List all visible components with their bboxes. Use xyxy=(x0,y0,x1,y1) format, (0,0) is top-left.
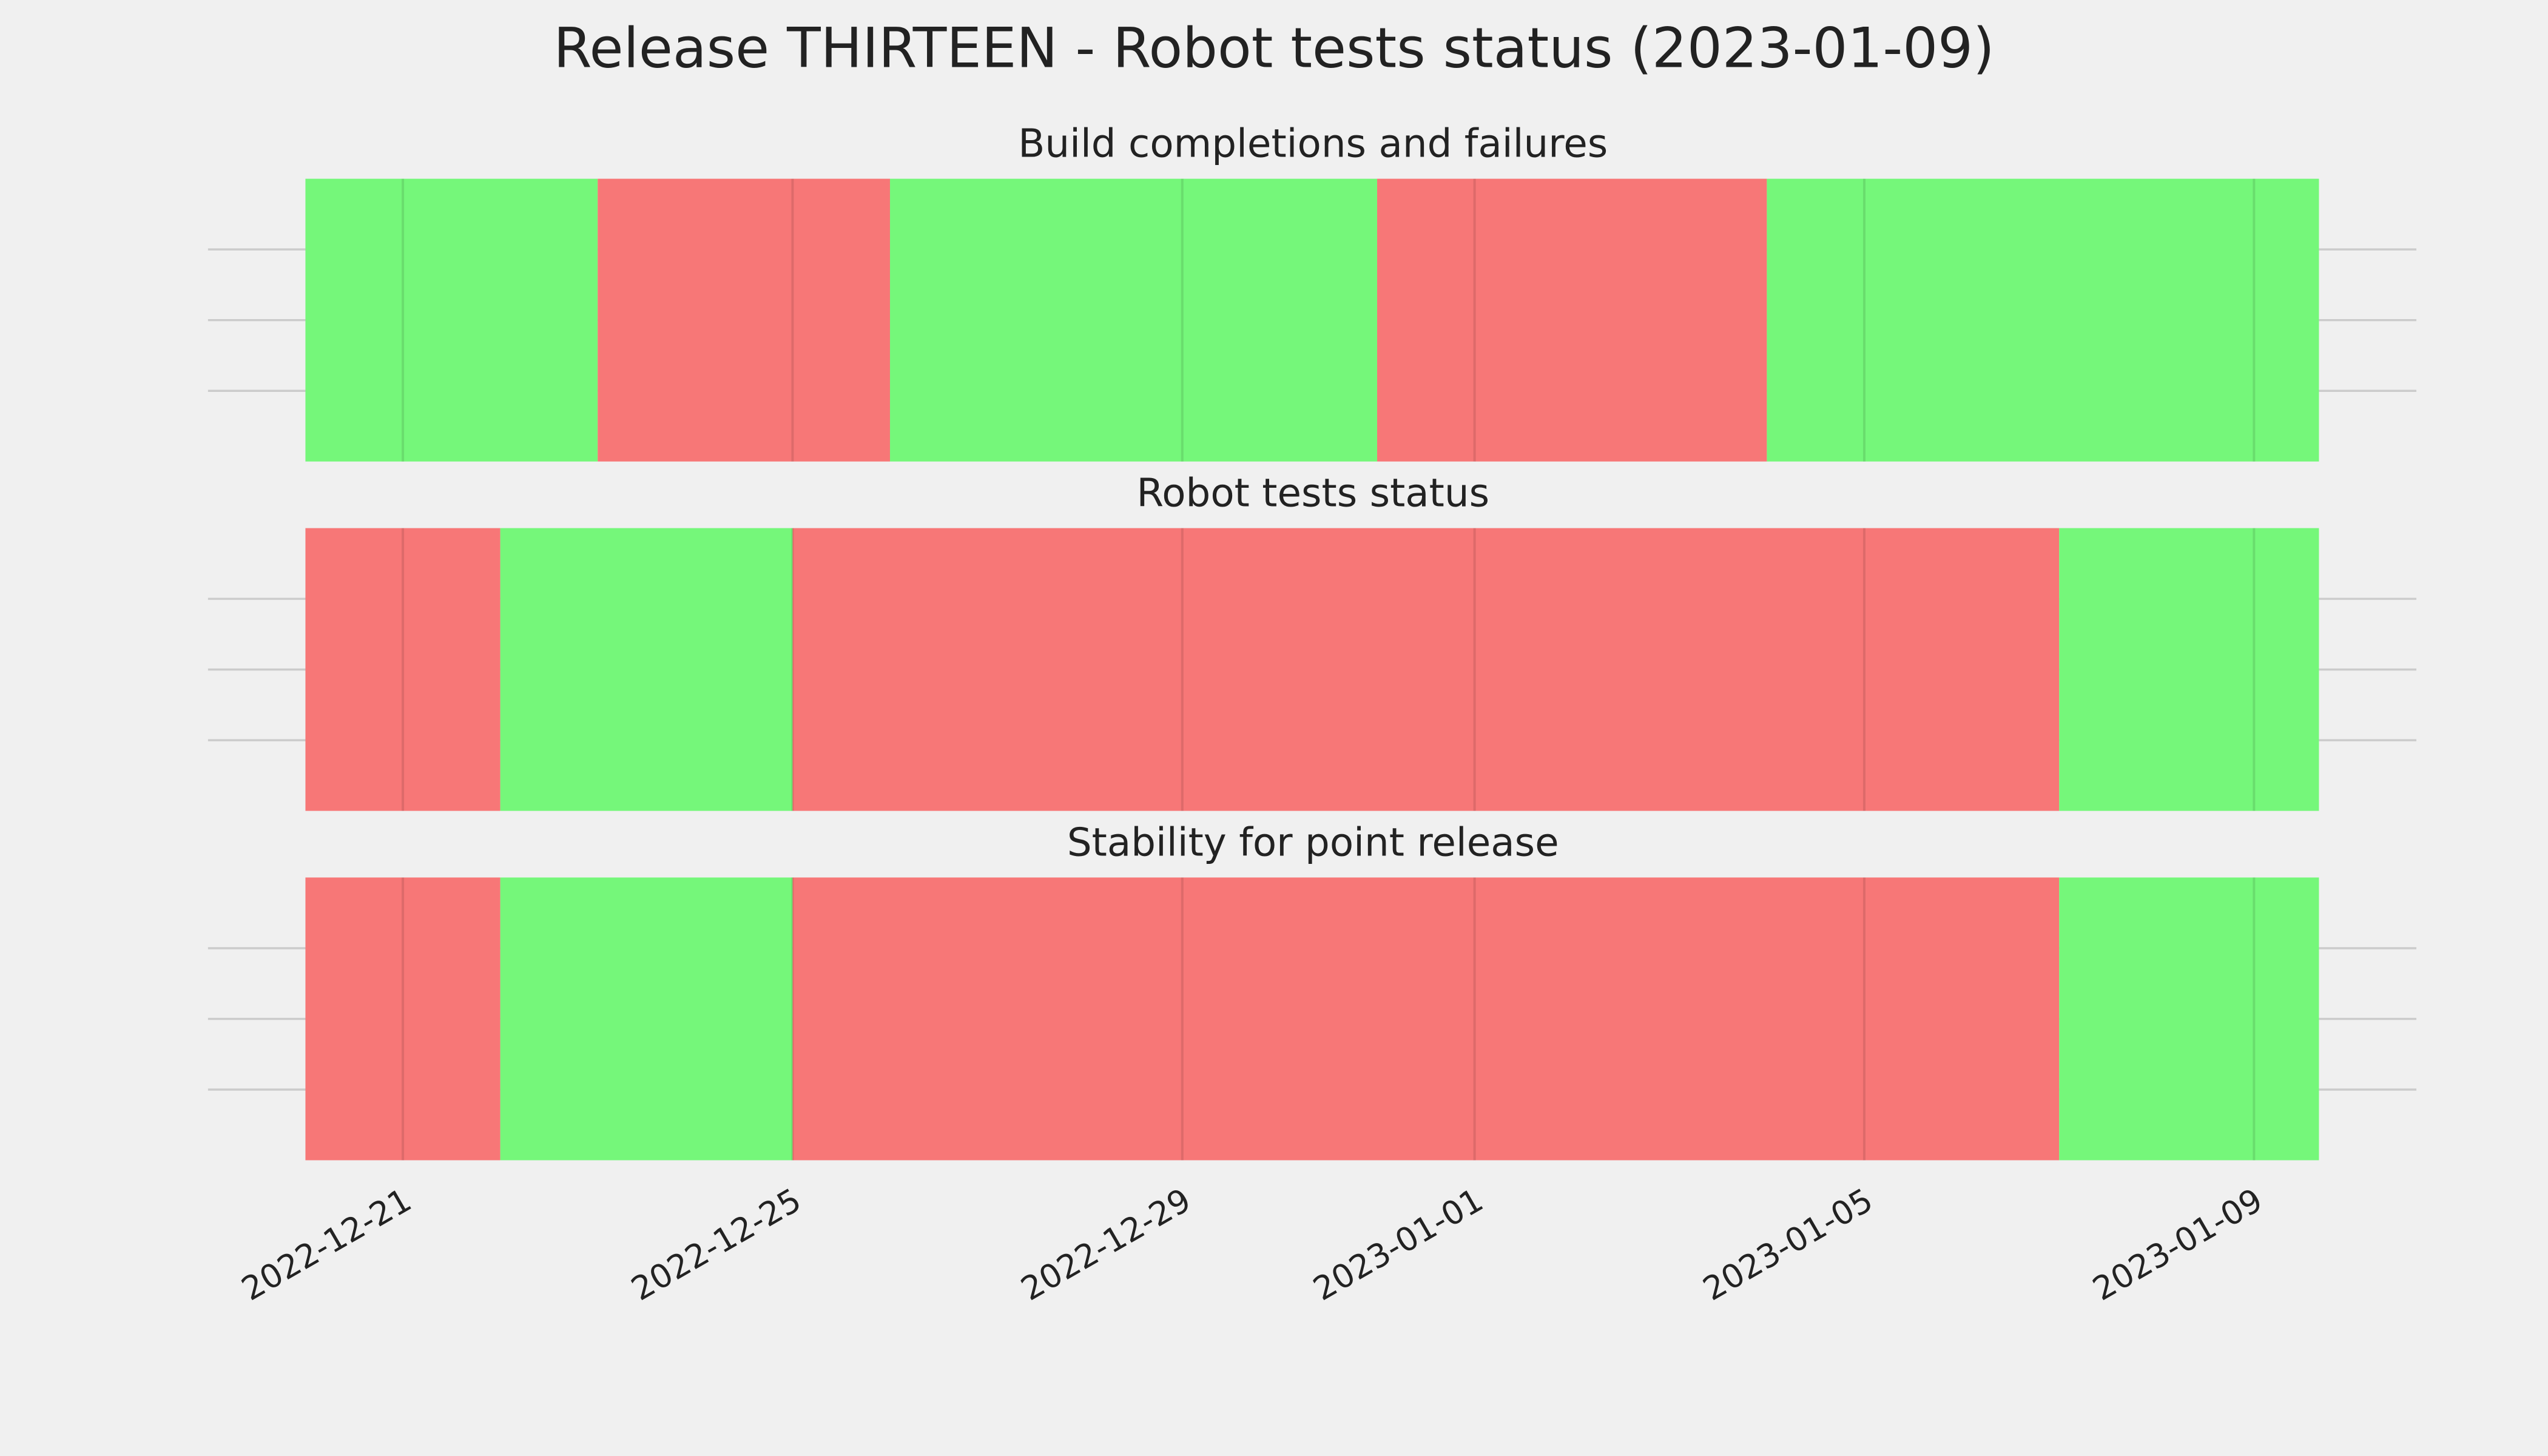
status-span xyxy=(305,877,500,1161)
status-span xyxy=(1767,178,2319,462)
chart-title: Release THIRTEEN - Robot tests status (2… xyxy=(553,16,1994,81)
x-tick-label: 2023-01-05 xyxy=(1696,1181,1879,1308)
x-tick-label: 2023-01-09 xyxy=(2086,1181,2269,1308)
status-span xyxy=(2059,528,2319,811)
x-tick-label: 2022-12-29 xyxy=(1014,1181,1197,1308)
subplot-title: Robot tests status xyxy=(1136,471,1489,516)
x-tick-label: 2022-12-25 xyxy=(625,1181,807,1308)
status-span xyxy=(890,178,1378,462)
x-tick-label: 2022-12-21 xyxy=(235,1181,418,1308)
status-span xyxy=(792,528,2060,811)
status-span xyxy=(305,528,500,811)
status-span xyxy=(792,877,2060,1161)
status-span xyxy=(2059,877,2319,1161)
subplot-title: Build completions and failures xyxy=(1018,121,1608,167)
subplot-title: Stability for point release xyxy=(1067,820,1559,865)
status-span xyxy=(500,528,793,811)
status-span xyxy=(305,178,598,462)
x-tick-label: 2023-01-01 xyxy=(1307,1181,1489,1308)
status-span xyxy=(598,178,891,462)
status-span xyxy=(1377,178,1767,462)
status-span xyxy=(500,877,793,1161)
